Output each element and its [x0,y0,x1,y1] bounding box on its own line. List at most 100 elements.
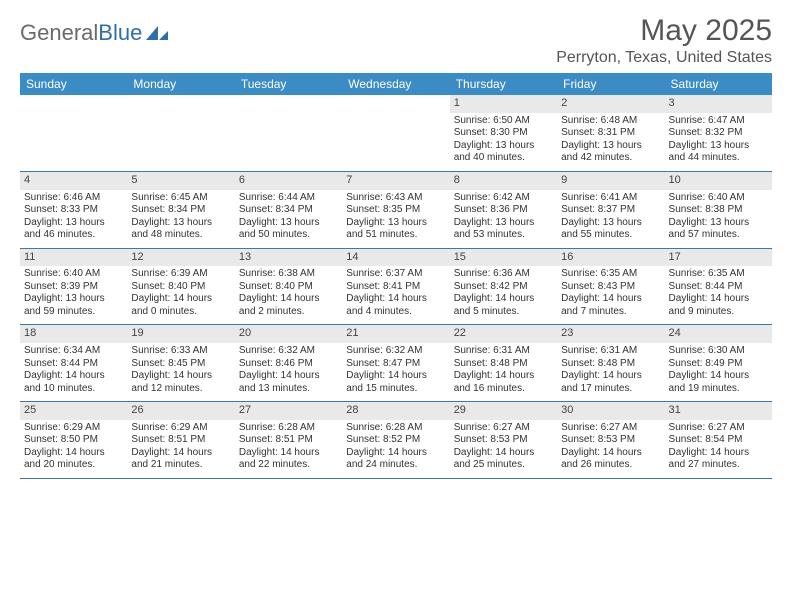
day-header: Saturday [665,73,772,95]
day-details: Sunrise: 6:41 AMSunset: 8:37 PMDaylight:… [557,190,664,248]
month-title: May 2025 [556,14,772,47]
sunset-text: Sunset: 8:53 PM [454,434,553,447]
sunset-text: Sunset: 8:33 PM [24,204,123,217]
location-text: Perryton, Texas, United States [556,49,772,67]
daylight-text-line2: and 10 minutes. [24,383,123,396]
calendar-grid: 1Sunrise: 6:50 AMSunset: 8:30 PMDaylight… [20,95,772,479]
daylight-text-line1: Daylight: 13 hours [454,140,553,153]
daylight-text-line2: and 5 minutes. [454,306,553,319]
calendar-day-cell [342,95,449,171]
calendar-day-cell: 9Sunrise: 6:41 AMSunset: 8:37 PMDaylight… [557,172,664,248]
daylight-text-line2: and 12 minutes. [131,383,230,396]
sunset-text: Sunset: 8:34 PM [239,204,338,217]
day-header: Tuesday [235,73,342,95]
daylight-text-line2: and 55 minutes. [561,229,660,242]
day-details: Sunrise: 6:28 AMSunset: 8:52 PMDaylight:… [342,420,449,478]
sunrise-text: Sunrise: 6:35 AM [561,268,660,281]
day-details: Sunrise: 6:27 AMSunset: 8:53 PMDaylight:… [450,420,557,478]
daylight-text-line1: Daylight: 13 hours [24,293,123,306]
daylight-text-line2: and 44 minutes. [669,152,768,165]
daylight-text-line2: and 2 minutes. [239,306,338,319]
sunset-text: Sunset: 8:40 PM [131,281,230,294]
sunrise-text: Sunrise: 6:29 AM [24,422,123,435]
sunset-text: Sunset: 8:42 PM [454,281,553,294]
daylight-text-line1: Daylight: 14 hours [454,293,553,306]
calendar-day-cell: 2Sunrise: 6:48 AMSunset: 8:31 PMDaylight… [557,95,664,171]
day-details: Sunrise: 6:32 AMSunset: 8:46 PMDaylight:… [235,343,342,401]
daylight-text-line2: and 50 minutes. [239,229,338,242]
daylight-text-line2: and 25 minutes. [454,459,553,472]
daylight-text-line2: and 7 minutes. [561,306,660,319]
daylight-text-line1: Daylight: 14 hours [561,447,660,460]
daylight-text-line1: Daylight: 14 hours [346,447,445,460]
sunset-text: Sunset: 8:40 PM [239,281,338,294]
calendar-day-cell: 12Sunrise: 6:39 AMSunset: 8:40 PMDayligh… [127,249,234,325]
calendar-day-cell: 30Sunrise: 6:27 AMSunset: 8:53 PMDayligh… [557,402,664,478]
daylight-text-line2: and 42 minutes. [561,152,660,165]
day-details: Sunrise: 6:36 AMSunset: 8:42 PMDaylight:… [450,266,557,324]
daylight-text-line2: and 26 minutes. [561,459,660,472]
day-number: 14 [342,249,449,267]
day-header: Thursday [450,73,557,95]
calendar-day-cell: 28Sunrise: 6:28 AMSunset: 8:52 PMDayligh… [342,402,449,478]
day-number: 29 [450,402,557,420]
calendar-week: 18Sunrise: 6:34 AMSunset: 8:44 PMDayligh… [20,325,772,402]
sunrise-text: Sunrise: 6:27 AM [669,422,768,435]
sunset-text: Sunset: 8:52 PM [346,434,445,447]
day-details: Sunrise: 6:32 AMSunset: 8:47 PMDaylight:… [342,343,449,401]
day-details: Sunrise: 6:35 AMSunset: 8:44 PMDaylight:… [665,266,772,324]
sunrise-text: Sunrise: 6:32 AM [239,345,338,358]
daylight-text-line1: Daylight: 14 hours [561,370,660,383]
sunset-text: Sunset: 8:36 PM [454,204,553,217]
sunrise-text: Sunrise: 6:42 AM [454,192,553,205]
day-number: 31 [665,402,772,420]
sunrise-text: Sunrise: 6:28 AM [239,422,338,435]
day-details: Sunrise: 6:27 AMSunset: 8:53 PMDaylight:… [557,420,664,478]
sunset-text: Sunset: 8:34 PM [131,204,230,217]
day-number: 15 [450,249,557,267]
day-number: 16 [557,249,664,267]
sunrise-text: Sunrise: 6:27 AM [561,422,660,435]
calendar-day-cell: 7Sunrise: 6:43 AMSunset: 8:35 PMDaylight… [342,172,449,248]
day-details: Sunrise: 6:37 AMSunset: 8:41 PMDaylight:… [342,266,449,324]
calendar-day-cell: 25Sunrise: 6:29 AMSunset: 8:50 PMDayligh… [20,402,127,478]
sunset-text: Sunset: 8:51 PM [239,434,338,447]
day-number: 12 [127,249,234,267]
day-number: 3 [665,95,772,113]
sunset-text: Sunset: 8:45 PM [131,358,230,371]
calendar-day-cell: 4Sunrise: 6:46 AMSunset: 8:33 PMDaylight… [20,172,127,248]
day-details [127,99,234,107]
sunset-text: Sunset: 8:35 PM [346,204,445,217]
sunrise-text: Sunrise: 6:29 AM [131,422,230,435]
day-number: 10 [665,172,772,190]
day-details: Sunrise: 6:45 AMSunset: 8:34 PMDaylight:… [127,190,234,248]
calendar-week: 1Sunrise: 6:50 AMSunset: 8:30 PMDaylight… [20,95,772,172]
daylight-text-line1: Daylight: 14 hours [669,370,768,383]
daylight-text-line2: and 53 minutes. [454,229,553,242]
sunset-text: Sunset: 8:44 PM [24,358,123,371]
day-number: 28 [342,402,449,420]
calendar-day-cell: 6Sunrise: 6:44 AMSunset: 8:34 PMDaylight… [235,172,342,248]
sunset-text: Sunset: 8:53 PM [561,434,660,447]
day-header: Friday [557,73,664,95]
calendar-day-cell [235,95,342,171]
daylight-text-line2: and 48 minutes. [131,229,230,242]
calendar-day-cell: 19Sunrise: 6:33 AMSunset: 8:45 PMDayligh… [127,325,234,401]
day-number: 26 [127,402,234,420]
sunset-text: Sunset: 8:54 PM [669,434,768,447]
daylight-text-line2: and 59 minutes. [24,306,123,319]
daylight-text-line2: and 15 minutes. [346,383,445,396]
calendar-week: 25Sunrise: 6:29 AMSunset: 8:50 PMDayligh… [20,402,772,479]
daylight-text-line1: Daylight: 13 hours [669,140,768,153]
day-details: Sunrise: 6:46 AMSunset: 8:33 PMDaylight:… [20,190,127,248]
daylight-text-line2: and 22 minutes. [239,459,338,472]
day-details: Sunrise: 6:42 AMSunset: 8:36 PMDaylight:… [450,190,557,248]
sunrise-text: Sunrise: 6:35 AM [669,268,768,281]
day-details: Sunrise: 6:34 AMSunset: 8:44 PMDaylight:… [20,343,127,401]
sunrise-text: Sunrise: 6:38 AM [239,268,338,281]
sunrise-text: Sunrise: 6:28 AM [346,422,445,435]
sunrise-text: Sunrise: 6:50 AM [454,115,553,128]
sunrise-text: Sunrise: 6:47 AM [669,115,768,128]
sunset-text: Sunset: 8:38 PM [669,204,768,217]
sunset-text: Sunset: 8:49 PM [669,358,768,371]
